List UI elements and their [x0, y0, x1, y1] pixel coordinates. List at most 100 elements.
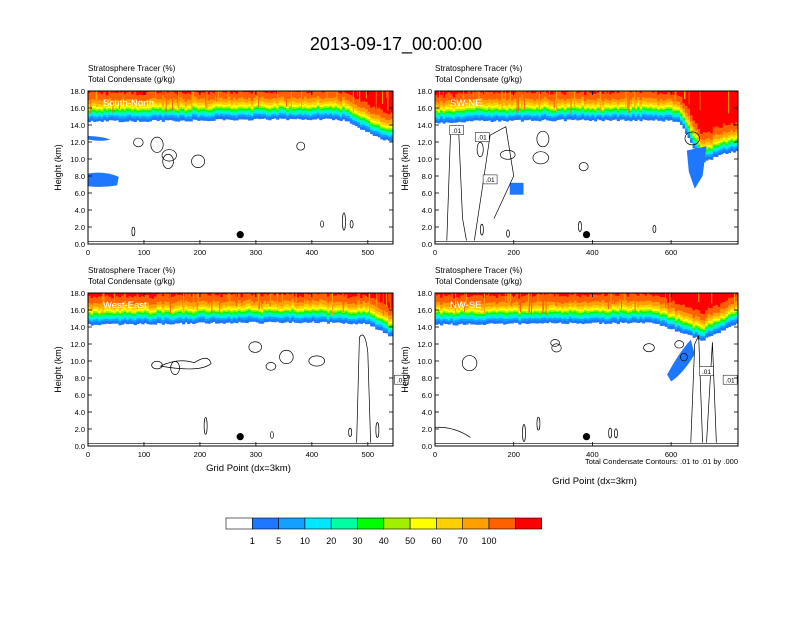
y-tick-label: 0.0 — [75, 442, 85, 451]
tracer-top-cell — [159, 289, 162, 293]
figure-title: 2013-09-17_00:00:00 — [310, 34, 482, 55]
tracer-top-cell — [335, 87, 338, 91]
y-tick-label: 18.0 — [70, 289, 85, 298]
tracer-top-cell — [637, 87, 640, 90]
x-tick-label: 0 — [433, 248, 437, 257]
tracer-top-cell — [213, 289, 216, 293]
tracer-top-cell — [624, 87, 627, 91]
y-tick-label: 10.0 — [70, 357, 85, 366]
tracer-top-cell — [581, 87, 584, 89]
panel-title-line: Stratosphere Tracer (%) — [88, 266, 176, 275]
tracer-top-cell — [645, 87, 648, 91]
location-marker — [583, 231, 590, 238]
panel-title-line: Total Condensate (g/kg) — [88, 75, 175, 84]
tracer-top-cell — [238, 87, 241, 90]
tracer-top-cell — [91, 87, 94, 91]
tracer-top-cell — [332, 87, 335, 91]
x-tick-label: 200 — [507, 248, 520, 257]
tracer-top-cell — [279, 87, 282, 91]
tracer-top-cell — [164, 87, 167, 91]
y-axis-label: Height (km) — [53, 346, 63, 393]
tracer-top-cell — [604, 87, 607, 91]
y-tick-label: 2.0 — [422, 223, 432, 232]
tracer-top-cell — [304, 87, 307, 91]
tracer-top-cell — [599, 87, 602, 91]
tracer-top-cell — [228, 87, 231, 90]
tracer-top-cell — [152, 87, 155, 91]
panel-label: South-North — [103, 98, 154, 109]
x-tick-label: 100 — [138, 248, 151, 257]
tracer-top-cell — [647, 87, 650, 91]
panel-title-line: Stratosphere Tracer (%) — [435, 64, 523, 73]
y-tick-label: 6.0 — [75, 391, 85, 400]
tracer-top-cell — [243, 289, 246, 293]
x-tick-label: 400 — [306, 450, 319, 459]
x-tick-label: 600 — [665, 248, 678, 257]
tracer-top-cell — [169, 87, 172, 91]
tracer-top-cell — [655, 87, 658, 91]
y-tick-label: 0.0 — [422, 240, 432, 249]
y-tick-label: 12.0 — [70, 138, 85, 147]
tracer-top-cell — [556, 87, 559, 91]
tracer-top-cell — [261, 87, 264, 89]
x-tick-label: 400 — [586, 248, 599, 257]
y-tick-label: 18.0 — [70, 87, 85, 96]
tracer-top-cell — [642, 87, 645, 90]
x-tick-label: 100 — [138, 450, 151, 459]
x-tick-label: 0 — [86, 450, 90, 459]
y-tick-label: 14.0 — [70, 323, 85, 332]
y-tick-label: 2.0 — [75, 425, 85, 434]
tracer-top-cell — [468, 87, 471, 91]
x-tick-label: 200 — [194, 248, 207, 257]
tracer-top-cell — [317, 87, 320, 89]
panel-title-line: Total Condensate (g/kg) — [435, 75, 522, 84]
tracer-top-cell — [501, 87, 504, 91]
y-tick-label: 8.0 — [75, 374, 85, 383]
y-tick-label: 8.0 — [75, 172, 85, 181]
tracer-top-cell — [180, 87, 183, 90]
y-axis-label: Height (km) — [400, 144, 410, 191]
panel-title-line: Total Condensate (g/kg) — [88, 277, 175, 286]
y-tick-label: 6.0 — [75, 189, 85, 198]
y-tick-label: 12.0 — [70, 340, 85, 349]
tracer-top-cell — [324, 289, 327, 293]
y-tick-label: 0.0 — [75, 240, 85, 249]
y-tick-label: 8.0 — [422, 172, 432, 181]
panels: 0.0 2.0 4.0 6.0 8.0 10.0 12.0 14.0 16.0 18.0 0 100 2… — [53, 64, 739, 487]
tracer-top-cell — [248, 289, 251, 293]
tracer-top-cell — [518, 87, 521, 91]
tracer-blob — [510, 183, 524, 195]
panel-title-line: Stratosphere Tracer (%) — [88, 64, 176, 73]
tracer-top-cell — [218, 87, 221, 90]
tracer-top-cell — [314, 87, 317, 91]
tracer-top-cell — [650, 87, 653, 91]
tracer-top-cell — [220, 87, 223, 90]
tracer-top-cell — [256, 87, 259, 89]
panel-label: SW-NE — [450, 98, 482, 109]
tracer-top-cell — [271, 289, 274, 292]
x-axis-label: Grid Point (dx=3km) — [206, 463, 291, 474]
tracer-top-cell — [154, 87, 157, 91]
tracer-top-cell — [544, 87, 547, 90]
y-tick-label: 4.0 — [422, 206, 432, 215]
location-marker — [237, 433, 244, 440]
y-tick-label: 10.0 — [70, 155, 85, 164]
tracer-top-cell — [475, 87, 478, 91]
location-marker — [237, 231, 244, 238]
tracer-top-cell — [319, 87, 322, 91]
tracer-top-cell — [291, 289, 294, 292]
contour-label: .01 — [486, 177, 495, 184]
y-tick-label: 16.0 — [70, 104, 85, 113]
tracer-top-cell — [342, 87, 345, 90]
tracer-top-cell — [627, 87, 630, 90]
x-tick-label: 500 — [362, 248, 375, 257]
tracer-top-cell — [241, 87, 244, 91]
y-tick-label: 12.0 — [417, 138, 432, 147]
tracer-top-cell — [304, 289, 307, 292]
tracer-top-cell — [253, 87, 256, 90]
tracer-top-cell — [215, 87, 218, 90]
y-tick-label: 10.0 — [417, 155, 432, 164]
